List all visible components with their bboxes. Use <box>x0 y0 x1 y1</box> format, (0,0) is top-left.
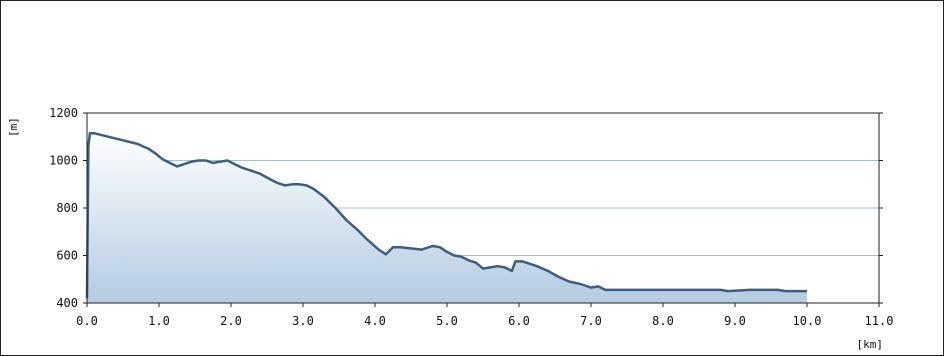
x-tick-label-0: 0.0 <box>76 314 98 328</box>
x-tick-label-6: 6.0 <box>508 314 530 328</box>
y-tick-label-2: 800 <box>56 201 78 215</box>
elevation-line <box>85 131 807 299</box>
x-tick-label-11: 11.0 <box>865 314 894 328</box>
area-layer <box>85 131 807 303</box>
y-tick-label-4: 1200 <box>49 106 78 120</box>
y-tick-label-0: 400 <box>56 296 78 310</box>
y-tick-label-3: 1000 <box>49 154 78 168</box>
x-tick-label-8: 8.0 <box>652 314 674 328</box>
x-tick-label-10: 10.0 <box>793 314 822 328</box>
x-tick-labels: 0.0 1.0 2.0 3.0 4.0 5.0 6.0 7.0 8.0 9.0 10.0 11.0 <box>76 303 893 328</box>
x-tick-label-4: 4.0 <box>364 314 386 328</box>
x-tick-label-9: 9.0 <box>724 314 746 328</box>
x-tick-label-5: 5.0 <box>436 314 458 328</box>
elevation-area-fill <box>87 133 807 303</box>
x-tick-label-7: 7.0 <box>580 314 602 328</box>
y-tick-label-1: 600 <box>56 249 78 263</box>
x-tick-label-2: 2.0 <box>220 314 242 328</box>
x-tick-label-1: 1.0 <box>148 314 170 328</box>
x-axis-unit-label: [km] <box>857 338 884 351</box>
y-tick-labels: 400 600 800 1000 1200 <box>49 106 883 310</box>
x-tick-label-3: 3.0 <box>292 314 314 328</box>
y-axis-unit-label: [m] <box>7 117 20 137</box>
